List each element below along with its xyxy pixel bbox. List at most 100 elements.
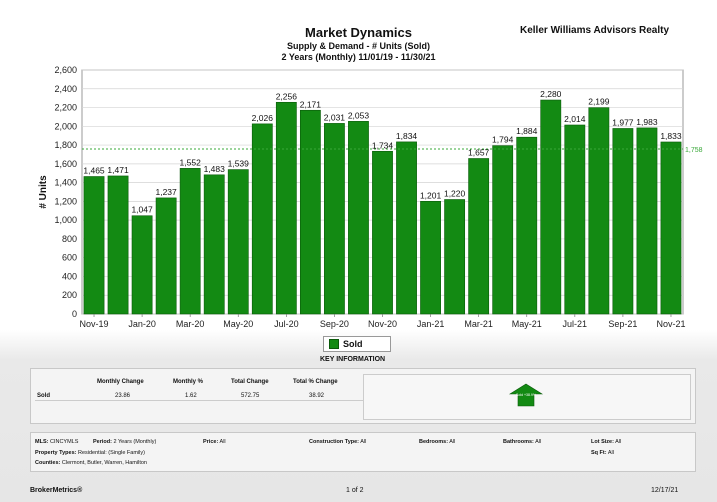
header-total-change: Total Change <box>231 379 269 385</box>
y-tick-label: 0 <box>72 309 77 319</box>
bar-sold <box>299 109 321 315</box>
period-label: Period: <box>93 439 112 445</box>
bar-sold <box>516 136 538 315</box>
bar-sold <box>588 107 610 315</box>
y-tick-label: 2,200 <box>54 103 77 113</box>
bar-sold <box>348 121 369 315</box>
bar-value-label: 1,471 <box>107 165 129 175</box>
x-tick-label: Nov-19 <box>80 319 109 329</box>
bar-sold <box>612 128 634 315</box>
x-tick-label: Nov-20 <box>368 319 397 329</box>
x-tick-label: May-21 <box>512 319 542 329</box>
bar-value-label: 1,734 <box>372 140 394 150</box>
chart-period: 2 Years (Monthly) 11/01/19 - 11/30/21 <box>281 52 436 62</box>
bar-sold <box>564 124 586 315</box>
x-tick-label: Sep-20 <box>320 319 349 329</box>
filters-panel: MLS: CINCYMLS Period: 2 Years (Monthly) … <box>30 432 696 472</box>
y-tick-label: 800 <box>62 234 77 244</box>
key-information-title: KEY INFORMATION <box>320 356 386 363</box>
x-tick-label: Jul-21 <box>563 319 588 329</box>
x-tick-label: Jan-21 <box>417 319 445 329</box>
bar-value-label: 1,657 <box>468 147 490 157</box>
bar-value-label: 2,031 <box>324 112 346 122</box>
period-value: 2 Years (Monthly) <box>113 439 157 445</box>
value-total-change: 572.75 <box>241 393 260 399</box>
y-tick-label: 1,000 <box>54 215 77 225</box>
header-total-pct: Total % Change <box>293 379 338 385</box>
price-label: Price: <box>203 439 219 445</box>
sqft-label: Sq Ft: <box>591 450 607 456</box>
bar-value-label: 1,977 <box>612 117 634 127</box>
bar-value-label: 2,280 <box>540 89 562 99</box>
counties-label: Counties: <box>35 460 61 466</box>
bar-value-label: 1,539 <box>228 159 250 169</box>
bar-sold <box>251 123 273 315</box>
bar-value-label: 2,199 <box>588 97 610 107</box>
bar-sold <box>636 127 658 315</box>
bar-sold <box>492 145 514 315</box>
bar-sold <box>372 150 393 315</box>
bedrooms-label: Bedrooms: <box>419 439 449 445</box>
average-line-label: 1,758 <box>685 147 703 154</box>
y-tick-label: 1,600 <box>54 159 77 169</box>
sqft-value: All <box>607 450 614 456</box>
y-tick-label: 1,200 <box>54 196 77 206</box>
mls-label: MLS: <box>35 439 49 445</box>
y-tick-label: 2,400 <box>54 84 77 94</box>
y-tick-label: 1,800 <box>54 140 77 150</box>
x-tick-label: Jul-20 <box>274 319 299 329</box>
bar-sold <box>324 123 345 315</box>
bar-value-label: 1,483 <box>204 164 226 174</box>
legend-swatch-sold <box>329 339 339 349</box>
row-divider <box>35 400 385 401</box>
x-tick-label: May-20 <box>223 319 253 329</box>
x-tick-label: Jan-20 <box>128 319 156 329</box>
bathrooms-value: All <box>535 439 542 445</box>
construction-label: Construction Type: <box>309 439 360 445</box>
bar-value-label: 1,201 <box>420 190 442 200</box>
bar-value-label: 2,256 <box>276 91 298 101</box>
bar-value-label: 1,884 <box>516 126 538 136</box>
bar-value-label: 1,220 <box>444 189 466 199</box>
stats-panel: Monthly Change Monthly % Total Change To… <box>30 368 696 424</box>
y-tick-label: 2,000 <box>54 121 77 131</box>
y-tick-label: 600 <box>62 253 77 263</box>
footer-date: 12/17/21 <box>651 487 679 494</box>
lotsize-value: All <box>615 439 622 445</box>
bar-sold <box>444 199 466 315</box>
bar-sold <box>107 175 129 315</box>
chart-subtitle: Supply & Demand - # Units (Sold) <box>286 41 430 51</box>
footer-brand: BrokerMetrics® <box>30 487 83 494</box>
bathrooms-label: Bathrooms: <box>503 439 534 445</box>
value-monthly-change: 23.86 <box>115 393 131 399</box>
bar-value-label: 1,834 <box>396 131 418 141</box>
bar-sold <box>83 176 105 315</box>
bar-value-label: 2,053 <box>348 110 370 120</box>
trend-arrow-label: Sold +38.9% <box>516 393 536 397</box>
proptype-label: Property Types: <box>35 450 77 456</box>
header-monthly-change: Monthly Change <box>97 379 144 385</box>
bar-sold <box>275 101 297 315</box>
bar-value-label: 1,552 <box>180 157 202 167</box>
y-axis-label: # Units <box>38 175 49 209</box>
trend-gauge: Sold +38.9% <box>363 374 691 420</box>
bar-value-label: 1,983 <box>636 117 658 127</box>
header-monthly-pct: Monthly % <box>173 379 203 385</box>
company-name: Keller Williams Advisors Realty <box>520 25 670 36</box>
bar-value-label: 2,026 <box>252 113 274 123</box>
footer-page: 1 of 2 <box>346 487 364 494</box>
bar-value-label: 2,014 <box>564 114 586 124</box>
bar-sold <box>396 141 417 315</box>
price-value: All <box>219 439 226 445</box>
up-arrow-icon <box>508 383 544 407</box>
x-tick-label: Nov-21 <box>656 319 685 329</box>
chart-title: Market Dynamics <box>305 25 412 40</box>
bar-sold <box>131 215 153 315</box>
x-tick-label: Sep-21 <box>608 319 637 329</box>
mls-value: CINCYMLS <box>49 439 79 445</box>
bar-value-label: 1,047 <box>131 205 153 215</box>
bar-sold <box>540 99 562 315</box>
y-tick-label: 400 <box>62 271 77 281</box>
